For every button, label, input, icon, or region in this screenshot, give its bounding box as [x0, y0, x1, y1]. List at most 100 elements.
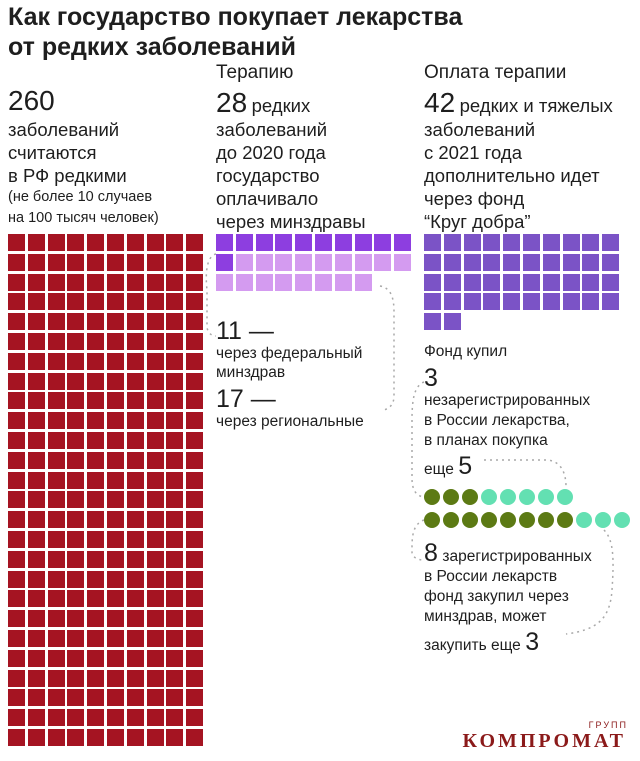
disease-square [107, 372, 124, 390]
col1-number: 260 [8, 85, 55, 116]
therapy-square [255, 253, 273, 271]
disease-square [27, 511, 45, 529]
federal-number: 11 — [216, 317, 274, 345]
disease-square [107, 709, 124, 727]
disease-square [186, 412, 204, 430]
disease-square [126, 234, 144, 251]
col1-note-1: (не более 10 случаев [8, 189, 153, 205]
disease-square [47, 570, 65, 588]
planned-drug-dot [500, 489, 516, 505]
disease-square [126, 511, 144, 529]
disease-square [186, 352, 204, 370]
fund-square [562, 234, 580, 251]
fund-square [582, 273, 600, 291]
disease-square [107, 610, 124, 628]
disease-square [107, 491, 124, 509]
therapy-square [216, 234, 233, 251]
disease-square [107, 531, 124, 548]
bought-drug-dot [462, 512, 478, 528]
fund-square [463, 253, 481, 271]
therapy-square [374, 234, 392, 251]
disease-square [67, 471, 85, 489]
reg-text-1: зарегистрированных [442, 548, 592, 565]
disease-square [146, 313, 164, 331]
therapy-square [216, 273, 233, 291]
col1-line-1: заболеваний [8, 119, 120, 140]
disease-square [27, 491, 45, 509]
disease-square [126, 550, 144, 568]
fund-square [542, 293, 560, 311]
reg-text-4: минздрав, может [424, 608, 547, 625]
disease-square [126, 669, 144, 687]
col3-line-2: с 2021 года [424, 142, 522, 163]
disease-square [146, 531, 164, 548]
disease-square [166, 570, 184, 588]
therapy-square [216, 253, 233, 271]
disease-square [146, 669, 164, 687]
disease-square [107, 729, 124, 746]
disease-square [87, 333, 105, 350]
disease-square [67, 412, 85, 430]
col1-text: 260 заболеваний считаются в РФ редкими (… [8, 86, 208, 229]
fund-square [483, 273, 501, 291]
title-line-1: Как государство покупает лекарства [8, 3, 463, 31]
disease-square [47, 511, 65, 529]
disease-square [8, 610, 25, 628]
col2-number: 28 [216, 87, 248, 118]
fund-square [443, 293, 461, 311]
disease-square [67, 432, 85, 449]
disease-square [87, 451, 105, 469]
disease-square [27, 412, 45, 430]
disease-square [166, 234, 184, 251]
disease-square [166, 531, 184, 548]
planned-drug-dot [538, 489, 554, 505]
disease-square [107, 689, 124, 707]
disease-square [146, 610, 164, 628]
disease-square [166, 432, 184, 449]
disease-square [186, 273, 204, 291]
unreg-text-3: в планах покупка [424, 432, 548, 449]
disease-square [87, 550, 105, 568]
disease-square [126, 610, 144, 628]
fund-square [562, 253, 580, 271]
col3-number: 42 [424, 87, 456, 118]
disease-square [126, 451, 144, 469]
reg-row: 8 зарегистрированных [424, 540, 640, 567]
therapy-square [315, 253, 332, 271]
bought-drug-dot [519, 512, 535, 528]
disease-square [87, 432, 105, 449]
disease-square [87, 313, 105, 331]
fund-square [483, 293, 501, 311]
fund-square [483, 253, 501, 271]
bought-drug-dot [500, 512, 516, 528]
disease-square [186, 234, 204, 251]
disease-square [107, 333, 124, 350]
fund-square [523, 253, 540, 271]
disease-square [146, 689, 164, 707]
disease-square [107, 511, 124, 529]
therapy-square [235, 234, 253, 251]
disease-square [186, 491, 204, 509]
disease-square [146, 432, 164, 449]
disease-square [146, 234, 164, 251]
disease-square [67, 630, 85, 647]
planned-drug-dot [576, 512, 592, 528]
therapy-square [275, 273, 293, 291]
disease-square [47, 313, 65, 331]
disease-square [126, 491, 144, 509]
fund-square [582, 234, 600, 251]
therapy-square [315, 234, 332, 251]
therapy-square [235, 253, 253, 271]
therapy-square [255, 234, 273, 251]
fund-square [562, 293, 580, 311]
disease-square [8, 511, 25, 529]
disease-square [87, 570, 105, 588]
col3-registered: 8 зарегистрированных в России лекарств ф… [424, 540, 640, 656]
disease-square [8, 570, 25, 588]
disease-square [67, 570, 85, 588]
disease-square [67, 550, 85, 568]
disease-square [47, 253, 65, 271]
disease-square [8, 352, 25, 370]
disease-square [87, 471, 105, 489]
col3-number-row: 42 редких и тяжелых [424, 88, 640, 118]
